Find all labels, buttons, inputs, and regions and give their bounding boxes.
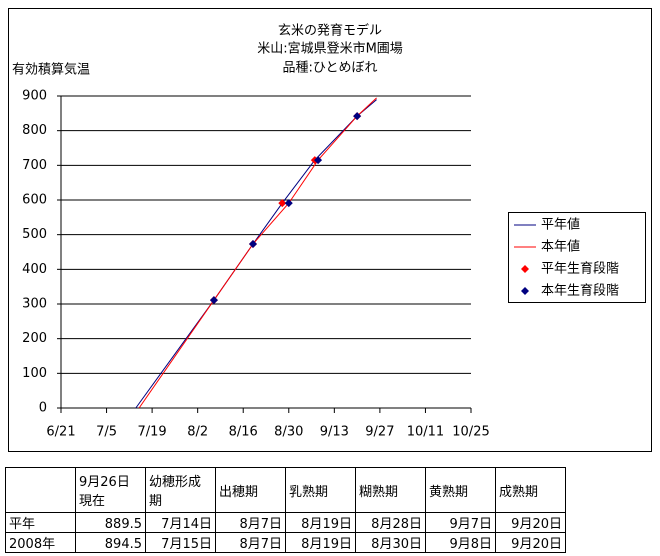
table-cell: 8月19日 <box>285 512 356 533</box>
legend-label: 本年生育段階 <box>541 283 619 299</box>
table-cell: 平年 <box>5 512 76 533</box>
stage-marker <box>353 112 362 121</box>
table-cell <box>5 467 76 513</box>
legend-swatch <box>521 265 529 273</box>
table-cell: 8月30日 <box>355 532 426 553</box>
table-row: 2008年 894.5 7月15日 8月7日 8月19日 8月30日 9月8日 9月20日 <box>5 532 566 553</box>
legend-swatch <box>521 287 529 295</box>
legend-label: 平年生育段階 <box>541 261 619 277</box>
legend-box <box>508 212 646 303</box>
table-cell: 894.5 <box>75 532 146 553</box>
table-cell: 乳熟期 <box>285 467 356 513</box>
y-tick-label: 700 <box>22 158 47 173</box>
x-tick-label: 7/5 <box>96 425 117 440</box>
table-cell: 9月20日 <box>495 512 566 533</box>
x-tick-label: 8/30 <box>274 425 303 440</box>
x-tick-label: 7/19 <box>138 425 167 440</box>
x-tick-label: 6/21 <box>46 425 75 440</box>
table-cell: 889.5 <box>75 512 146 533</box>
y-tick-label: 900 <box>22 89 47 104</box>
y-tick-label: 0 <box>39 401 47 416</box>
stage-marker <box>248 240 257 249</box>
chart-subtitle: 品種:ひとめぼれ <box>283 60 378 76</box>
y-tick-label: 400 <box>22 262 47 277</box>
table-row: 平年 889.5 7月14日 8月7日 8月19日 8月28日 9月7日 9月20日 <box>5 512 566 533</box>
y-tick-label: 500 <box>22 227 47 242</box>
table-cell: 7月15日 <box>145 532 216 553</box>
table-cell: 2008年 <box>5 532 76 553</box>
x-tick-label: 10/25 <box>452 425 489 440</box>
y-tick-label: 300 <box>22 297 47 312</box>
table-cell: 黄熟期 <box>425 467 496 513</box>
table-cell: 9月8日 <box>425 532 496 553</box>
table-cell: 8月28日 <box>355 512 426 533</box>
chart: 玄米の発育モデル 米山:宮城県登米市M圃場 品種:ひとめぼれ 有効積算気温 0 1… <box>8 8 652 452</box>
table-cell: 7月14日 <box>145 512 216 533</box>
x-tick-label: 9/27 <box>365 425 394 440</box>
table-cell: 8月19日 <box>285 532 356 553</box>
table-cell: 8月7日 <box>215 532 286 553</box>
table-cell: 糊熟期 <box>355 467 426 513</box>
stage-marker <box>278 199 287 208</box>
y-tick-label: 200 <box>22 331 47 346</box>
table-cell: 9月7日 <box>425 512 496 533</box>
y-tick-label: 600 <box>22 193 47 208</box>
x-tick-label: 10/11 <box>407 425 444 440</box>
y-tick-label: 100 <box>22 366 47 381</box>
stage-marker <box>284 199 293 208</box>
y-axis-label: 有効積算気温 <box>12 62 90 78</box>
table-cell: 8月7日 <box>215 512 286 533</box>
legend-label: 平年値 <box>541 217 580 233</box>
table-cell: 9月20日 <box>495 532 566 553</box>
y-tick-label: 800 <box>22 123 47 138</box>
stage-marker <box>314 156 323 165</box>
chart-title: 玄米の発育モデル <box>278 23 382 39</box>
table-cell: 出穂期 <box>215 467 286 513</box>
data-table: 9月26日現在 幼穂形成期 出穂期 乳熟期 糊熟期 黄熟期 成熟期 平年 889.5 7月14日… <box>5 467 566 553</box>
stage-marker <box>209 296 218 305</box>
table-cell: 幼穂形成期 <box>145 467 216 513</box>
chart-subtitle: 米山:宮城県登米市M圃場 <box>257 41 403 57</box>
table-cell: 9月26日現在 <box>75 467 146 513</box>
table-header: 9月26日現在 幼穂形成期 出穂期 乳熟期 糊熟期 黄熟期 成熟期 <box>5 467 566 513</box>
x-tick-label: 8/16 <box>229 425 258 440</box>
table-cell: 成熟期 <box>495 467 566 513</box>
x-tick-label: 8/2 <box>187 425 208 440</box>
legend-label: 本年値 <box>541 239 580 255</box>
x-tick-label: 9/13 <box>320 425 349 440</box>
